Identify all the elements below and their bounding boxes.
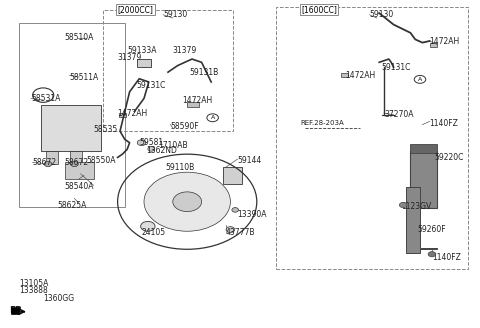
- Circle shape: [232, 208, 239, 212]
- Text: 1472AH: 1472AH: [430, 36, 460, 46]
- Text: 31379: 31379: [173, 46, 197, 55]
- Text: 1710AB: 1710AB: [158, 141, 188, 151]
- Text: 1472AH: 1472AH: [182, 95, 213, 105]
- Text: 1123GV: 1123GV: [401, 202, 431, 211]
- Circle shape: [226, 227, 235, 233]
- Bar: [187, 102, 199, 107]
- Text: 37270A: 37270A: [384, 110, 413, 119]
- Text: A: A: [418, 77, 422, 82]
- Text: 58550A: 58550A: [86, 156, 116, 165]
- Text: 58625A: 58625A: [58, 200, 87, 210]
- Text: 1362ND: 1362ND: [146, 146, 177, 155]
- Bar: [430, 43, 437, 47]
- Text: 59581: 59581: [139, 138, 163, 147]
- Text: 1360GG: 1360GG: [43, 294, 74, 303]
- Bar: [65, 162, 94, 179]
- Bar: [137, 59, 151, 67]
- Circle shape: [207, 114, 218, 122]
- Text: 1472AH: 1472AH: [118, 109, 148, 118]
- Text: FR.: FR.: [9, 306, 25, 315]
- Bar: [119, 113, 126, 117]
- Text: 133888: 133888: [19, 286, 48, 295]
- Text: 58510A: 58510A: [65, 33, 94, 42]
- Text: 59130: 59130: [370, 10, 394, 19]
- Bar: [410, 151, 437, 208]
- Bar: [103, 10, 233, 131]
- Text: A: A: [211, 115, 215, 120]
- Text: 59131C: 59131C: [137, 81, 166, 90]
- Bar: [11, 307, 19, 314]
- Circle shape: [428, 252, 436, 257]
- Circle shape: [137, 140, 146, 146]
- Text: 1140FZ: 1140FZ: [430, 118, 458, 128]
- Polygon shape: [406, 187, 437, 253]
- Text: 1472AH: 1472AH: [346, 71, 376, 80]
- Text: 59220C: 59220C: [434, 153, 464, 162]
- Text: REF.28-203A: REF.28-203A: [300, 120, 344, 126]
- Bar: [276, 7, 468, 269]
- Circle shape: [44, 161, 52, 167]
- Text: 43777B: 43777B: [226, 228, 255, 237]
- Circle shape: [144, 172, 230, 231]
- Circle shape: [141, 221, 155, 231]
- Text: 58672: 58672: [65, 158, 89, 167]
- Text: 59133A: 59133A: [127, 46, 156, 55]
- Text: 24105: 24105: [142, 228, 166, 237]
- Text: 59131B: 59131B: [190, 68, 219, 77]
- Text: 59260F: 59260F: [418, 225, 446, 234]
- Circle shape: [414, 75, 426, 83]
- Text: 1140FZ: 1140FZ: [432, 253, 461, 262]
- Text: 58531A: 58531A: [31, 94, 60, 103]
- Bar: [410, 144, 437, 153]
- Circle shape: [71, 161, 78, 167]
- Circle shape: [148, 147, 155, 151]
- Text: 58535: 58535: [94, 125, 118, 134]
- Text: 13105A: 13105A: [19, 279, 48, 288]
- Circle shape: [399, 202, 407, 208]
- Polygon shape: [41, 105, 101, 151]
- Text: 58540A: 58540A: [65, 182, 94, 192]
- Text: 58590F: 58590F: [170, 122, 199, 131]
- Text: 59130: 59130: [163, 10, 188, 19]
- Bar: [46, 151, 58, 164]
- Text: 58511A: 58511A: [70, 72, 99, 82]
- Circle shape: [173, 192, 202, 212]
- Text: 58672: 58672: [33, 158, 57, 167]
- Text: [2000CC]: [2000CC]: [118, 5, 154, 14]
- Bar: [70, 151, 82, 164]
- Text: 13390A: 13390A: [238, 210, 267, 219]
- Text: 31379: 31379: [118, 53, 142, 62]
- Text: 59131C: 59131C: [382, 63, 411, 72]
- Text: 59144: 59144: [238, 156, 262, 165]
- Bar: [341, 73, 348, 77]
- Bar: [19, 23, 125, 207]
- Text: 59110B: 59110B: [166, 163, 195, 172]
- Text: [1600CC]: [1600CC]: [301, 5, 337, 14]
- Bar: [223, 167, 242, 184]
